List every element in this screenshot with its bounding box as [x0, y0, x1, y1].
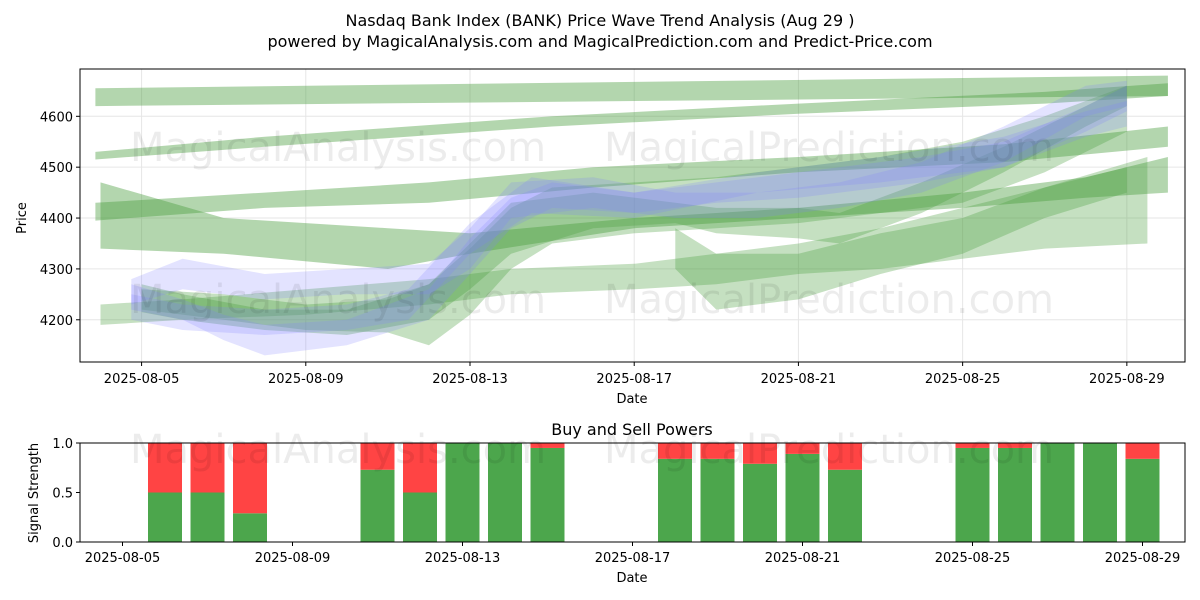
buy-power-bar — [148, 492, 182, 542]
watermark-right: MagicalPrediction.com — [604, 125, 1054, 171]
sell-power-bar — [233, 443, 267, 514]
green-wave-band — [100, 157, 1148, 325]
power-y-tick-label: 1.0 — [52, 437, 73, 452]
buy-power-bar — [658, 458, 692, 542]
power-chart-title: Buy and Sell Powers — [551, 420, 713, 439]
figure-title: Nasdaq Bank Index (BANK) Price Wave Tren… — [346, 11, 855, 30]
green-wave-band — [95, 126, 1168, 221]
power-y-axis-label: Signal Strength — [27, 443, 42, 543]
sell-power-bar — [700, 443, 735, 459]
price-bands — [95, 75, 1168, 356]
price-x-tick-label: 2025-08-13 — [432, 372, 508, 387]
price-x-ticks: 2025-08-05 2025-08-09 2025-08-13 2025-08-17… — [104, 362, 1165, 387]
sell-power-bar — [190, 443, 225, 493]
watermark-right-power: MagicalPrediction.com — [604, 427, 1054, 473]
price-y-tick-label: 4600 — [40, 110, 73, 125]
buy-power-bar — [233, 513, 267, 542]
watermark-left-power: MagicalAnalysis.com — [130, 427, 546, 473]
power-x-ticks: 2025-08-05 2025-08-09 2025-08-13 2025-08-17… — [85, 542, 1181, 566]
price-grid — [80, 69, 1185, 362]
figure-subtitle: powered by MagicalAnalysis.com and Magic… — [267, 32, 932, 51]
price-x-tick-label: 2025-08-29 — [1089, 372, 1165, 387]
blue-wave-band — [131, 101, 1127, 335]
green-wave-band — [95, 83, 1168, 160]
price-x-tick-label: 2025-08-05 — [104, 372, 180, 387]
buy-power-bar — [1083, 443, 1117, 542]
green-wave-band — [141, 85, 1127, 346]
buy-power-bar — [488, 443, 522, 542]
buy-power-bar — [190, 492, 225, 542]
power-bars — [148, 443, 1160, 542]
buy-power-bar — [700, 458, 735, 542]
watermark-left-lower: MagicalAnalysis.com — [130, 277, 546, 323]
power-x-tick-label: 2025-08-13 — [425, 551, 501, 566]
buy-power-bar — [785, 453, 820, 542]
sell-power-bar — [658, 443, 692, 459]
price-y-tick-label: 4500 — [40, 161, 73, 176]
sell-power-bar — [998, 443, 1032, 448]
green-wave-band — [675, 167, 1127, 310]
power-y-tick-label: 0.5 — [52, 487, 73, 502]
sell-power-bar — [360, 443, 395, 470]
buy-power-bar — [828, 469, 862, 542]
green-wave-band — [141, 85, 1127, 335]
buy-power-bar — [1125, 458, 1160, 542]
price-x-tick-label: 2025-08-25 — [925, 372, 1001, 387]
buy-power-bar — [360, 469, 395, 542]
power-chart: Buy and Sell Powers MagicalAnalysis.com … — [27, 420, 1186, 586]
sell-power-bar — [743, 443, 777, 464]
watermark-left: MagicalAnalysis.com — [130, 125, 546, 171]
power-x-tick-label: 2025-08-29 — [1105, 551, 1181, 566]
buy-power-bar — [403, 492, 437, 542]
price-y-tick-label: 4300 — [40, 263, 73, 278]
price-x-axis-label: Date — [616, 392, 647, 407]
price-y-axis-label: Price — [15, 202, 30, 234]
sell-power-bar — [148, 443, 182, 493]
buy-power-bar — [1040, 443, 1075, 542]
price-y-ticks: 4200 4300 4400 4500 4600 — [40, 110, 80, 329]
power-x-tick-label: 2025-08-25 — [935, 551, 1011, 566]
power-x-axis-label: Date — [616, 571, 647, 586]
sell-power-bar — [828, 443, 862, 470]
green-wave-band — [100, 157, 1168, 269]
price-y-tick-label: 4200 — [40, 314, 73, 329]
power-x-tick-label: 2025-08-05 — [85, 551, 161, 566]
sell-power-bar — [1125, 443, 1160, 459]
sell-power-bar — [530, 443, 565, 448]
blue-wave-band — [131, 85, 1127, 356]
green-wave-band — [95, 75, 1168, 107]
buy-power-bar — [743, 463, 777, 542]
price-plot-area — [80, 69, 1185, 362]
price-plot-frame — [79, 68, 1186, 363]
blue-wave-band — [131, 80, 1127, 305]
power-x-tick-label: 2025-08-21 — [765, 551, 841, 566]
buy-power-bar — [998, 447, 1032, 542]
power-y-tick-label: 0.0 — [52, 536, 73, 551]
price-x-tick-label: 2025-08-17 — [596, 372, 672, 387]
watermark-right-lower: MagicalPrediction.com — [604, 277, 1054, 323]
power-x-tick-label: 2025-08-17 — [595, 551, 671, 566]
sell-power-bar — [955, 443, 990, 448]
price-chart: MagicalAnalysis.com MagicalPrediction.co… — [15, 68, 1186, 407]
buy-power-bar — [530, 447, 565, 542]
price-x-tick-label: 2025-08-09 — [268, 372, 344, 387]
sell-power-bar — [403, 443, 437, 493]
price-x-tick-label: 2025-08-21 — [761, 372, 837, 387]
buy-power-bar — [445, 443, 480, 542]
power-y-ticks: 0.0 0.5 1.0 — [52, 437, 80, 551]
buy-power-bar — [955, 447, 990, 542]
power-x-tick-label: 2025-08-09 — [255, 551, 331, 566]
sell-power-bar — [785, 443, 820, 454]
price-y-tick-label: 4400 — [40, 212, 73, 227]
